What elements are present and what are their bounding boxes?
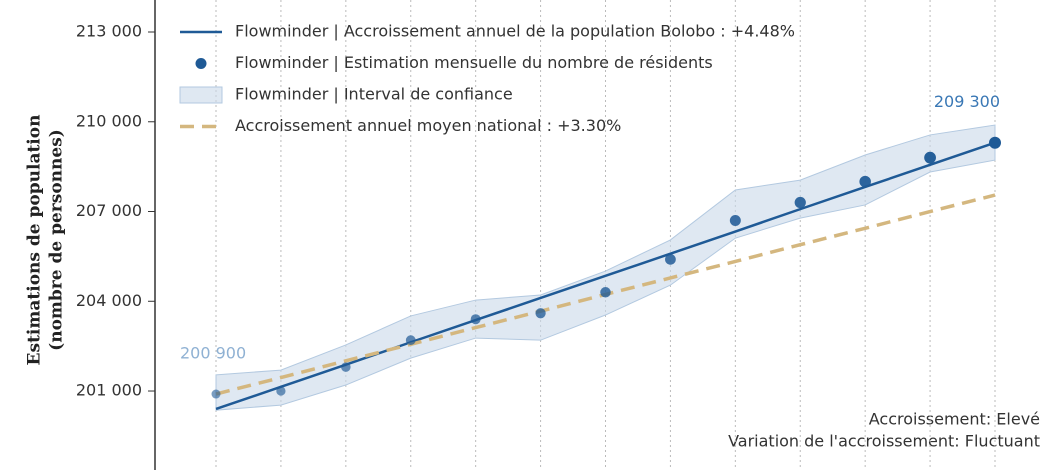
data-point [924,151,936,164]
data-point [211,389,221,399]
legend-label: Flowminder | Interval de confiance [235,85,513,104]
y-tick-label: 210 000 [76,111,142,130]
annotation: Variation de l'accroissement: Fluctuant [728,432,1040,451]
legend-label: Flowminder | Estimation mensuelle du nom… [235,53,713,72]
data-point [535,308,546,319]
data-point [405,335,416,346]
legend-swatch [179,86,223,104]
y-tick-label: 207 000 [76,201,142,220]
data-point [341,362,351,372]
data-point [470,314,481,325]
data-point [276,386,286,396]
legend-label: Accroissement annuel moyen national : +3… [235,116,621,135]
annotation: Accroissement: Elevé [869,410,1040,429]
y-tick-label: 213 000 [76,22,142,41]
y-tick-label: 201 000 [76,381,142,400]
data-point [729,214,741,226]
y-axis-label: (nombre de personnes) [47,129,67,351]
y-axis-label: Estimations de population [25,115,45,366]
data-point [794,196,806,209]
data-point [665,254,676,265]
trend-line [215,141,996,411]
data-label: 209 300 [934,92,1000,111]
legend-swatch [195,58,207,69]
data-label: 200 900 [180,344,246,363]
data-point [600,287,611,298]
confidence-band [215,124,996,411]
legend-label: Flowminder | Accroissement annuel de la … [235,22,795,41]
y-tick-label: 204 000 [76,291,142,310]
data-point [989,136,1001,149]
data-point [859,175,871,188]
